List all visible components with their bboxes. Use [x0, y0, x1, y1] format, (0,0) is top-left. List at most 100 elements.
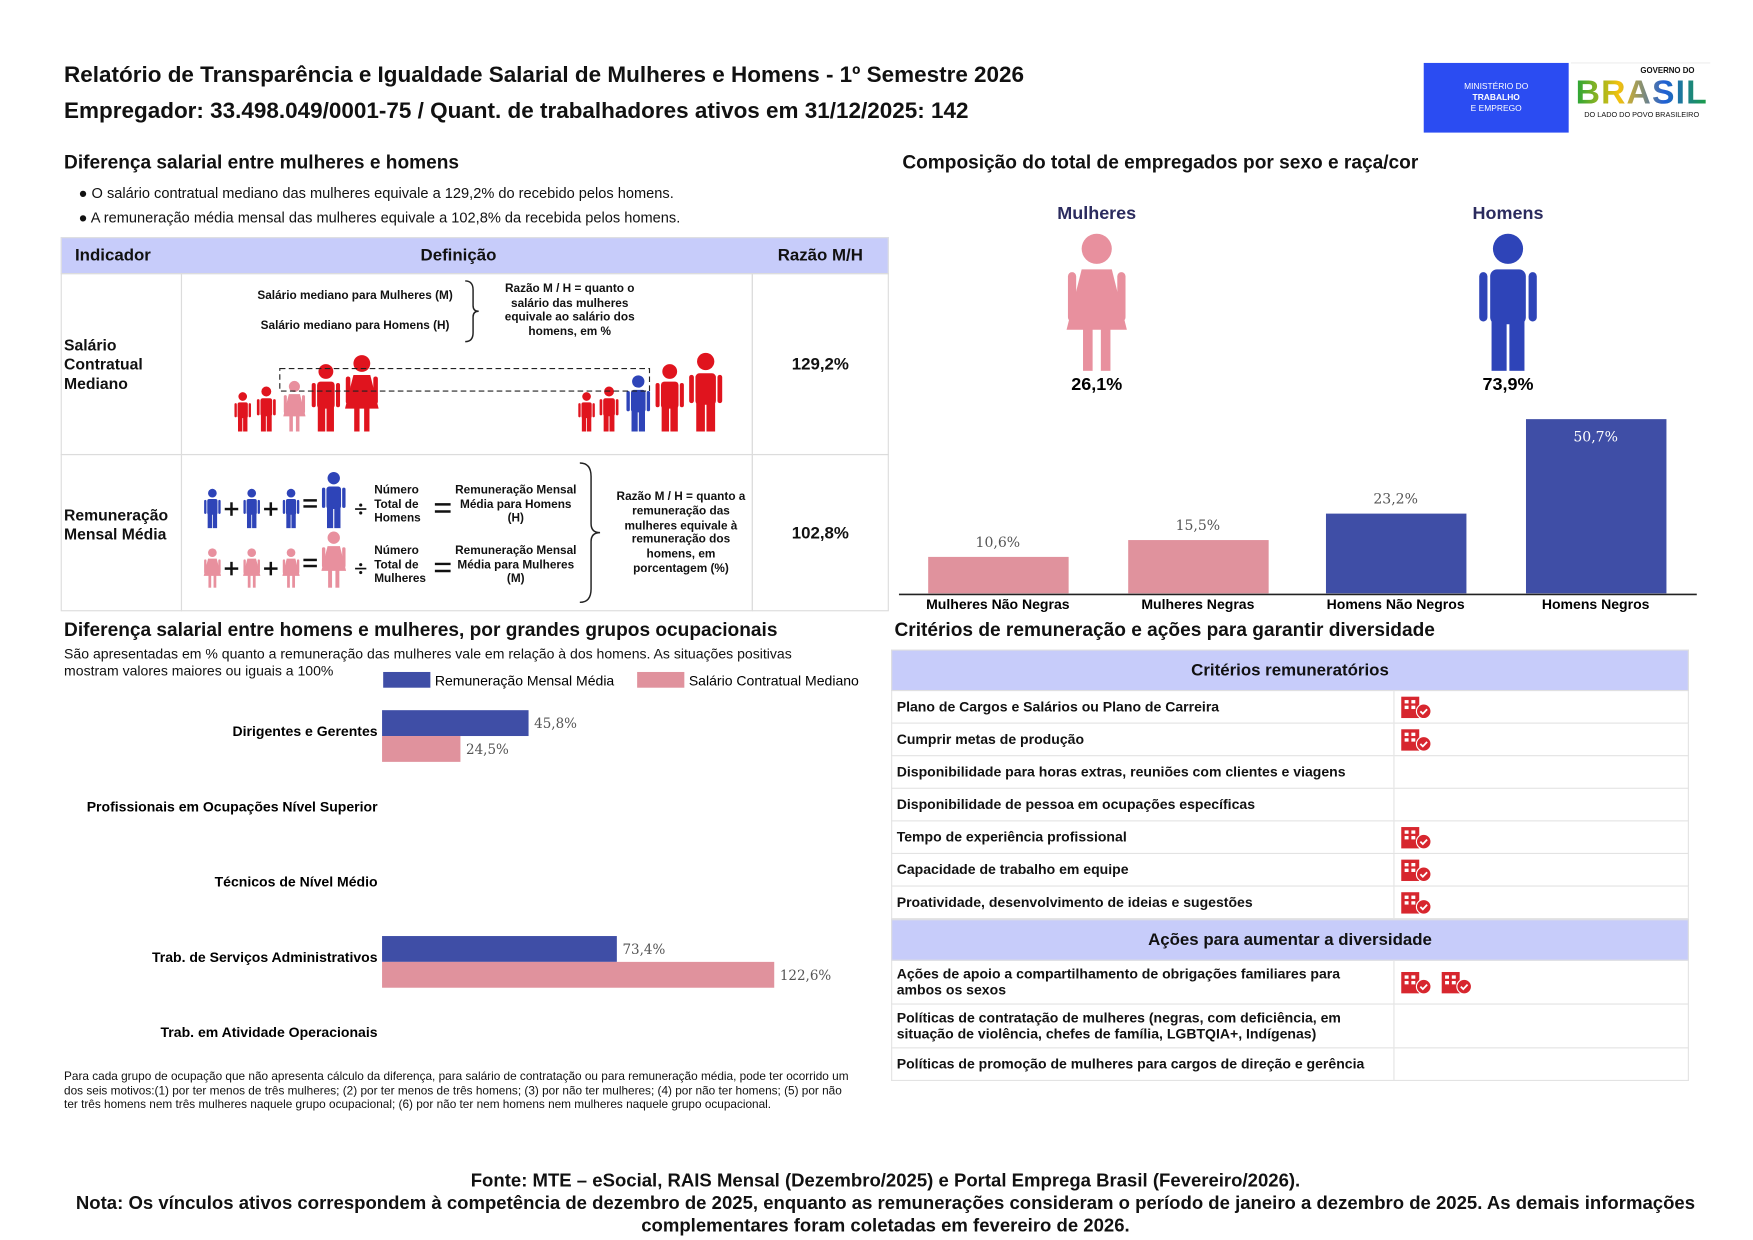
arm [592, 403, 595, 418]
icon-window [1404, 738, 1409, 742]
criteria-icons [1395, 961, 1688, 1004]
leg [670, 405, 678, 432]
torso [260, 398, 273, 417]
arm [689, 374, 694, 404]
pictogram-value: 73,9% [1483, 374, 1534, 394]
leg [212, 513, 218, 529]
leg [292, 575, 295, 588]
gov-logo-slogan: DO LADO DO POVO BRASILEIRO [1584, 111, 1700, 120]
arm [282, 559, 286, 574]
torso [581, 402, 592, 419]
ratio: 102,8% [791, 523, 849, 543]
category-label: Técnicos de Nível Médio [215, 874, 378, 890]
arm [248, 403, 251, 418]
head [247, 488, 257, 498]
section-title: Diferença salarial entre homens e mulher… [64, 619, 778, 641]
icon-window [1404, 895, 1409, 899]
arm [243, 559, 246, 574]
criteria-row: Disponibilidade de pessoa em ocupações e… [891, 788, 1689, 822]
pictogram-icon [1479, 233, 1537, 371]
value-label: 73,4% [622, 942, 665, 958]
person-icon [689, 352, 723, 432]
arm [321, 547, 326, 568]
icon-window [1445, 975, 1450, 979]
icon-check [1415, 898, 1432, 915]
dress [321, 546, 347, 571]
bar [1525, 419, 1667, 594]
criteria-row: Tempo de experiência profissional [891, 821, 1689, 855]
icon-window [1411, 830, 1416, 834]
diagram-label: Número Total de Homens [374, 483, 421, 525]
person-icon [282, 548, 300, 588]
torso [207, 499, 218, 515]
person-icon [578, 392, 595, 432]
leg [252, 575, 256, 588]
arm [311, 382, 316, 408]
head [208, 488, 217, 498]
arm [655, 382, 660, 408]
criteria-label: Capacidade de trabalho em equipe [892, 854, 1395, 886]
category-label: Homens Não Negros [1327, 596, 1465, 612]
criteria-icon [1401, 827, 1432, 850]
arm [342, 547, 346, 568]
icon-window [1404, 732, 1409, 737]
criteria-row: Capacidade de trabalho em equipe [891, 854, 1689, 887]
leg [1509, 318, 1525, 371]
person-icon [243, 548, 261, 588]
criteria-icons [1395, 1048, 1688, 1079]
dress [1066, 269, 1127, 330]
leg [287, 575, 290, 588]
head [238, 392, 248, 401]
diagram-label: Remuneração Mensal Média para Homens (H) [455, 483, 577, 525]
logo-line: MINISTÉRIO DO [1464, 80, 1529, 92]
head [261, 386, 272, 397]
indicator: Salário Contratual Mediano [64, 335, 143, 393]
icon-window [1404, 830, 1409, 834]
report-subtitle: Empregador: 33.498.049/0001-75 / Quant. … [64, 98, 969, 124]
footer-note: Nota: Os vínculos ativos correspondem à … [75, 1193, 1696, 1237]
icon-check [1415, 978, 1432, 995]
leg [286, 513, 291, 529]
bullet: ● O salário contratual mediano das mulhe… [78, 184, 674, 202]
leg [246, 513, 252, 529]
leg [706, 401, 716, 432]
legend-swatch [637, 671, 685, 688]
icon-window [1404, 863, 1409, 867]
leg [326, 405, 334, 432]
value-label: 10,6% [976, 535, 1021, 551]
arm [204, 499, 207, 514]
arm [717, 374, 723, 404]
head [286, 488, 296, 498]
icon-window [1404, 700, 1409, 704]
diagram-label: Número Total de Mulheres [374, 543, 427, 586]
value-label: 50,7% [1573, 430, 1618, 446]
arm [373, 376, 378, 404]
head [353, 355, 371, 372]
icon-window [1411, 868, 1416, 872]
arm [335, 382, 341, 408]
category-label: Profissionais em Ocupações Nível Superio… [87, 798, 378, 814]
torso [660, 381, 679, 409]
report-title: Relatório de Transparência e Igualdade S… [64, 62, 1025, 88]
arm [296, 499, 300, 514]
bar [928, 556, 1069, 594]
criteria-label: Disponibilidade para horas extras, reuni… [892, 756, 1395, 788]
pictogram-label: Mulheres [1057, 203, 1136, 223]
criteria-label: Tempo de experiência profissional [892, 821, 1395, 853]
median-frame [279, 368, 651, 392]
footnote: Para cada grupo de ocupação que não apre… [64, 1069, 849, 1112]
criteria-icons [1395, 789, 1688, 820]
icon-building [1401, 972, 1420, 994]
criteria-icon [1401, 972, 1432, 995]
icon-check-mark [1419, 983, 1428, 991]
value-label: 23,2% [1373, 491, 1418, 507]
bar [382, 961, 775, 988]
person-icon [626, 375, 651, 432]
footer-source: Fonte: MTE – eSocial, RAIS Mensal (Dezem… [470, 1170, 1301, 1192]
leg [661, 405, 670, 432]
head [327, 531, 340, 544]
brace [465, 280, 479, 343]
pictogram-value: 26,1% [1071, 374, 1122, 394]
value-label: 24,5% [466, 742, 509, 758]
